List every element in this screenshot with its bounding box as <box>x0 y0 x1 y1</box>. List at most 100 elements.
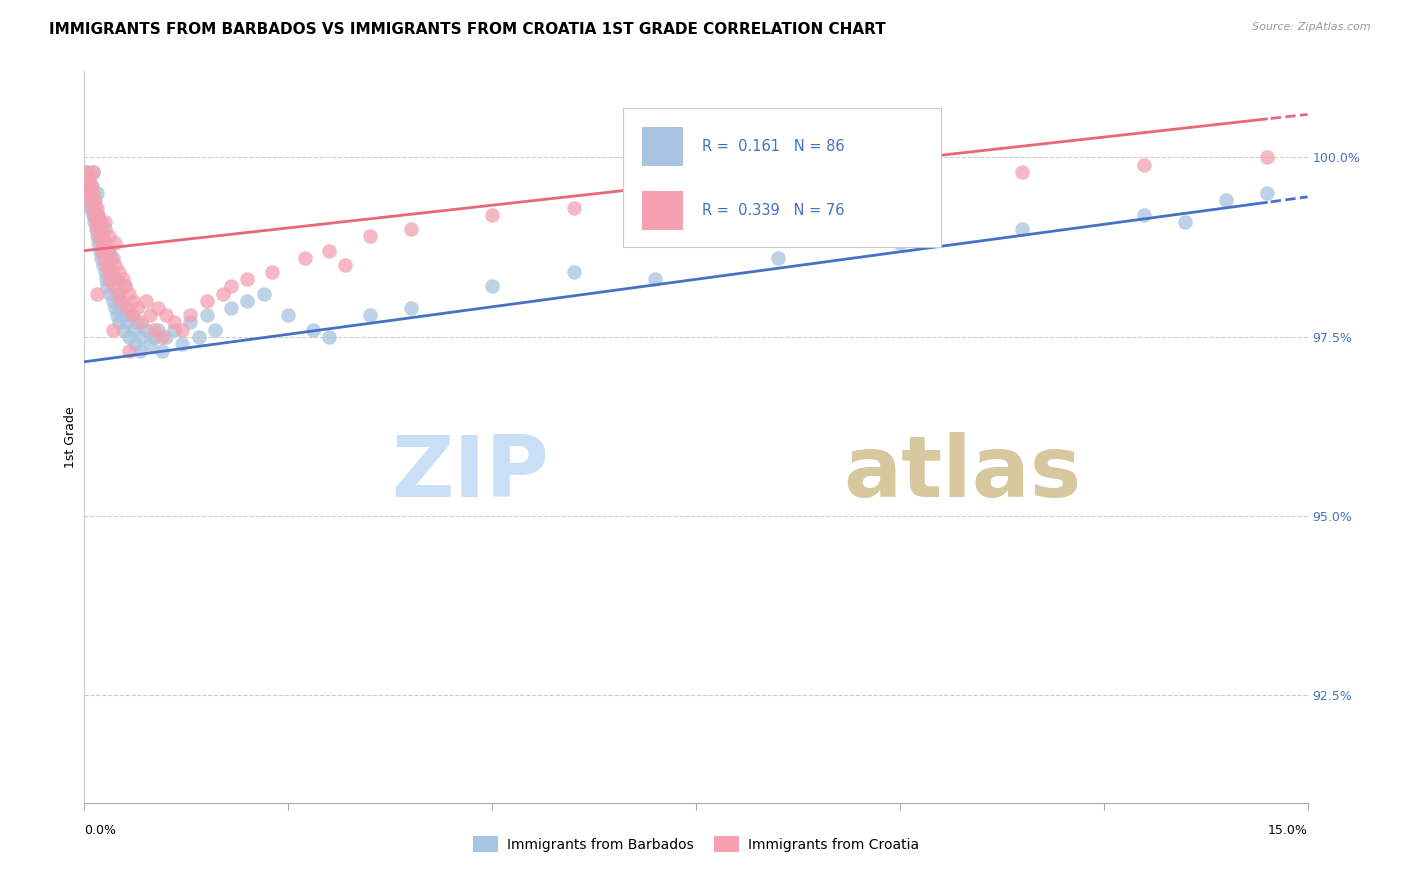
Point <box>644 272 666 286</box>
Point <box>77 194 100 208</box>
Point <box>889 172 911 186</box>
Point <box>82 186 104 201</box>
Point <box>90 229 112 244</box>
Point <box>94 272 117 286</box>
Point <box>399 301 422 315</box>
Point <box>121 308 143 322</box>
Point <box>163 322 186 336</box>
Point <box>82 165 104 179</box>
Point <box>195 293 218 308</box>
Point <box>277 308 299 322</box>
Point <box>107 286 129 301</box>
Point <box>82 165 104 179</box>
Point <box>212 286 235 301</box>
Point <box>1256 186 1278 201</box>
Point <box>889 236 911 251</box>
Point <box>86 222 108 236</box>
Point <box>562 265 585 279</box>
Point <box>80 186 103 201</box>
Point <box>118 329 141 343</box>
Point <box>80 179 103 194</box>
Point <box>93 236 115 251</box>
Point <box>110 293 132 308</box>
Point <box>77 172 100 186</box>
Point <box>103 301 125 315</box>
Point <box>562 201 585 215</box>
Point <box>100 272 122 286</box>
Point <box>93 215 115 229</box>
Point <box>104 236 127 251</box>
Point <box>1215 194 1237 208</box>
Point <box>84 194 107 208</box>
Y-axis label: 1st Grade: 1st Grade <box>65 406 77 468</box>
Point <box>204 322 226 336</box>
Point <box>111 272 134 286</box>
Point <box>236 272 259 286</box>
Point <box>399 222 422 236</box>
Point <box>96 258 118 272</box>
Point <box>1133 208 1156 222</box>
Point <box>93 222 115 236</box>
Point <box>1256 150 1278 164</box>
Point <box>146 322 169 336</box>
Point <box>80 201 103 215</box>
Point <box>236 293 259 308</box>
Point <box>93 251 115 265</box>
Point <box>87 229 110 244</box>
Point <box>301 322 323 336</box>
Text: Source: ZipAtlas.com: Source: ZipAtlas.com <box>1253 22 1371 32</box>
Point <box>179 308 201 322</box>
Point <box>100 265 122 279</box>
Text: 0.0%: 0.0% <box>84 824 117 838</box>
Point <box>131 329 153 343</box>
Point <box>260 265 283 279</box>
Point <box>172 322 194 336</box>
Point <box>91 258 114 272</box>
Point <box>84 201 107 215</box>
Point <box>82 194 104 208</box>
Point <box>91 236 114 251</box>
Point <box>253 286 276 301</box>
Point <box>1133 158 1156 172</box>
Point <box>86 186 108 201</box>
Point <box>101 279 124 293</box>
Point <box>481 279 503 293</box>
Point <box>219 279 242 293</box>
Point <box>100 251 122 265</box>
Point <box>146 301 169 315</box>
Point <box>104 272 127 286</box>
Point <box>90 251 112 265</box>
Point <box>86 208 108 222</box>
Point <box>187 329 209 343</box>
Point <box>105 286 128 301</box>
Point <box>86 286 108 301</box>
Point <box>75 179 97 194</box>
Point <box>115 301 138 315</box>
Point <box>118 344 141 359</box>
Point <box>101 322 124 336</box>
Point <box>150 344 173 359</box>
Point <box>79 201 101 215</box>
Point <box>118 286 141 301</box>
Point <box>84 222 107 236</box>
Point <box>124 336 146 351</box>
Point <box>84 215 107 229</box>
Point <box>127 315 149 329</box>
Point <box>644 194 666 208</box>
Point <box>318 329 340 343</box>
Point <box>96 244 118 258</box>
Point <box>163 315 186 329</box>
Point <box>82 208 104 222</box>
Point <box>150 329 173 343</box>
Point <box>766 251 789 265</box>
Point <box>103 258 125 272</box>
Point <box>87 236 110 251</box>
Point <box>172 336 194 351</box>
Point <box>101 293 124 308</box>
Point <box>131 315 153 329</box>
Point <box>93 265 115 279</box>
Point <box>142 329 165 343</box>
Point <box>155 308 177 322</box>
Point <box>76 165 98 179</box>
Text: IMMIGRANTS FROM BARBADOS VS IMMIGRANTS FROM CROATIA 1ST GRADE CORRELATION CHART: IMMIGRANTS FROM BARBADOS VS IMMIGRANTS F… <box>49 22 886 37</box>
